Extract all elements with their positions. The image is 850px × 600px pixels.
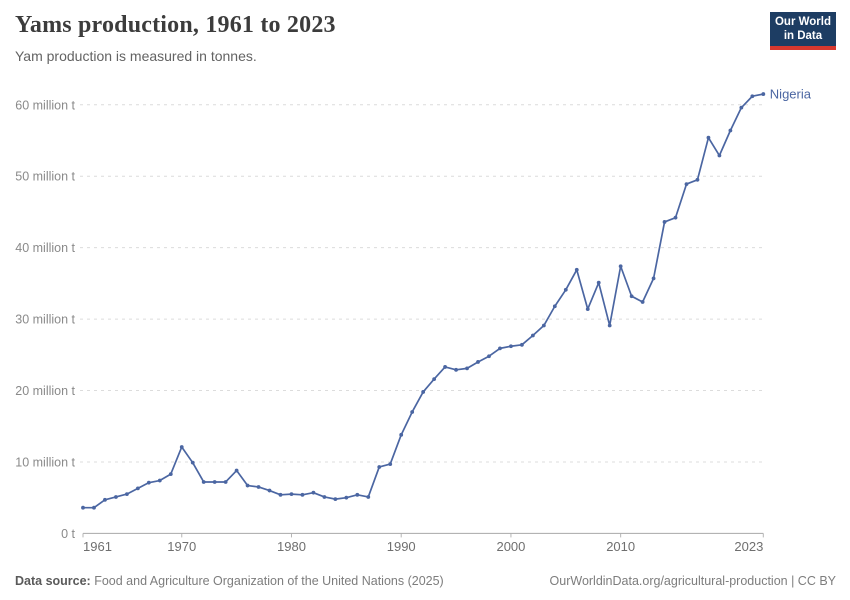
data-point[interactable] [388, 462, 393, 467]
page-title: Yams production, 1961 to 2023 [15, 12, 336, 38]
data-point[interactable] [212, 480, 217, 484]
data-point[interactable] [333, 497, 338, 502]
data-point[interactable] [684, 182, 689, 186]
data-point[interactable] [421, 390, 426, 394]
data-point[interactable] [114, 495, 118, 499]
data-point[interactable] [476, 360, 480, 364]
y-axis-tick-label: 10 million t [15, 455, 75, 469]
data-point[interactable] [541, 323, 546, 328]
data-point[interactable] [596, 280, 601, 285]
data-point[interactable] [585, 307, 590, 311]
data-point[interactable] [520, 342, 524, 347]
data-point[interactable] [607, 323, 612, 328]
data-point[interactable] [673, 215, 678, 220]
data-point[interactable] [662, 220, 667, 224]
series-line-nigeria[interactable] [82, 93, 765, 509]
y-axis-tick-label: 20 million t [15, 384, 75, 398]
owid-logo-text: Our World in Data [774, 15, 831, 42]
data-point[interactable] [695, 177, 700, 182]
data-point[interactable] [651, 276, 656, 281]
data-point[interactable] [487, 354, 491, 359]
data-point[interactable] [366, 495, 371, 499]
data-point[interactable] [311, 490, 316, 495]
data-point[interactable] [377, 465, 382, 469]
x-axis-tick-label: 1970 [167, 539, 196, 554]
data-source-label: Data source: [15, 574, 91, 588]
y-axis-tick-label: 40 million t [15, 241, 75, 255]
data-point[interactable] [278, 492, 283, 497]
data-point[interactable] [432, 377, 437, 382]
data-point[interactable] [443, 365, 447, 369]
data-point[interactable] [168, 472, 173, 477]
data-point[interactable] [179, 445, 184, 449]
data-point[interactable] [146, 480, 151, 485]
x-axis-tick-label: 1961 [83, 539, 112, 554]
data-point[interactable] [410, 410, 415, 414]
data-point[interactable] [750, 94, 755, 99]
data-point[interactable] [618, 264, 623, 269]
data-point[interactable] [289, 492, 294, 497]
data-point[interactable] [135, 486, 140, 491]
data-point[interactable] [640, 300, 645, 304]
data-point[interactable] [717, 153, 722, 158]
data-point[interactable] [344, 495, 349, 500]
data-point[interactable] [234, 468, 239, 473]
data-point[interactable] [322, 495, 327, 499]
data-point[interactable] [355, 492, 360, 497]
x-axis-tick-label: 2023 [734, 539, 763, 554]
y-axis-tick-label: 50 million t [15, 170, 75, 184]
data-point[interactable] [454, 367, 458, 372]
data-point[interactable] [81, 505, 85, 510]
data-point[interactable] [157, 478, 162, 483]
data-point[interactable] [267, 488, 272, 493]
data-point[interactable] [103, 497, 107, 502]
data-source-note: Data source: Food and Agriculture Organi… [15, 574, 444, 588]
x-axis-tick-label: 1980 [277, 539, 306, 554]
y-axis-tick-label: 60 million t [15, 98, 75, 112]
data-point[interactable] [728, 128, 733, 133]
data-point[interactable] [761, 92, 766, 96]
x-axis-tick-label: 2000 [496, 539, 525, 554]
x-axis-tick-label: 2010 [606, 539, 635, 554]
data-point[interactable] [190, 460, 195, 465]
data-point[interactable] [465, 366, 469, 371]
data-point[interactable] [509, 344, 513, 349]
data-point[interactable] [739, 105, 744, 110]
data-point[interactable] [201, 480, 206, 484]
data-point[interactable] [92, 505, 96, 510]
data-point[interactable] [498, 346, 502, 351]
data-point[interactable] [300, 492, 305, 497]
data-source-text: Food and Agriculture Organization of the… [90, 574, 444, 588]
chart-footer: Data source: Food and Agriculture Organi… [0, 574, 850, 588]
series-end-label[interactable]: Nigeria [770, 87, 812, 102]
data-point[interactable] [706, 135, 711, 140]
data-point[interactable] [124, 492, 129, 497]
y-axis-tick-label: 0 t [61, 527, 75, 541]
owid-url-license[interactable]: OurWorldinData.org/agricultural-producti… [549, 574, 836, 588]
chart-header: Yams production, 1961 to 2023 Yam produc… [15, 12, 336, 64]
chart-subtitle: Yam production is measured in tonnes. [15, 48, 257, 64]
data-point[interactable] [552, 304, 557, 309]
data-point[interactable] [223, 480, 228, 484]
x-axis-tick-label: 1990 [387, 539, 416, 554]
data-point[interactable] [574, 267, 579, 272]
data-point[interactable] [530, 333, 535, 338]
owid-logo[interactable]: Our World in Data [770, 12, 836, 50]
data-point[interactable] [245, 483, 250, 488]
data-point[interactable] [256, 485, 261, 489]
data-point[interactable] [563, 287, 568, 292]
data-point[interactable] [629, 294, 634, 299]
y-axis-tick-label: 30 million t [15, 313, 75, 327]
data-point[interactable] [399, 432, 404, 437]
